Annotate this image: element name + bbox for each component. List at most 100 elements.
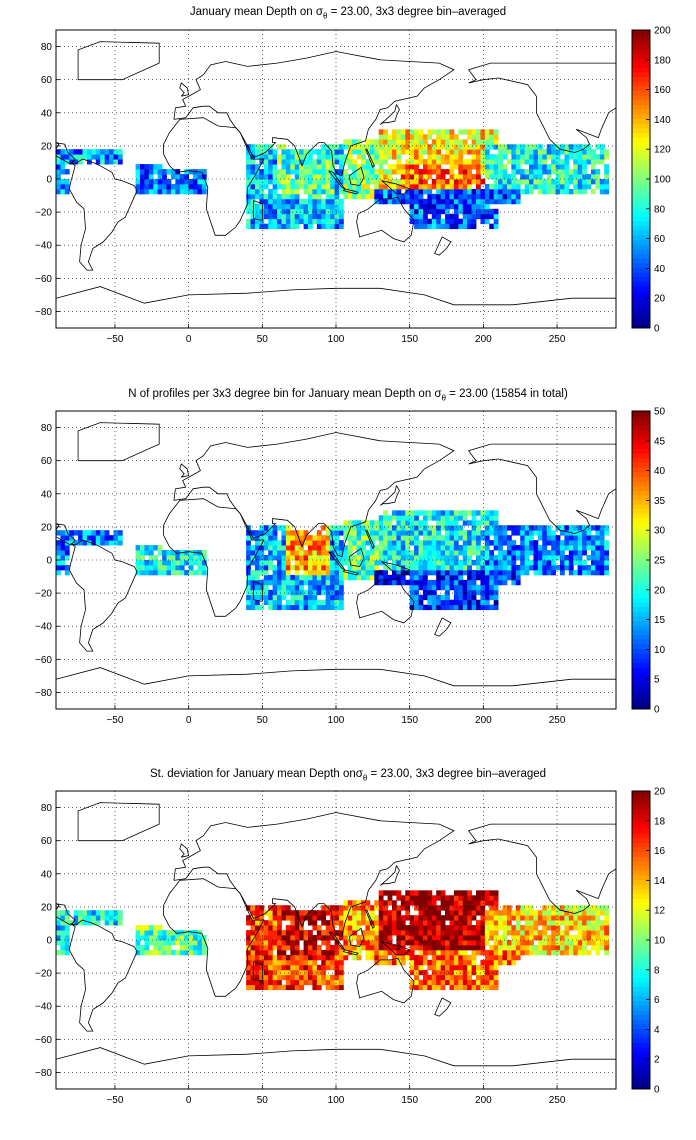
heatmap-bin: [422, 134, 428, 140]
coastline: [77, 422, 160, 462]
colorbar-swatch: [632, 695, 650, 701]
colorbar-swatch: [632, 323, 650, 329]
heatmap-bin: [449, 154, 455, 160]
heatmap-bin: [604, 944, 610, 951]
heatmap-bin: [277, 589, 282, 596]
heatmap-bin: [458, 188, 464, 195]
heatmap-bin: [511, 925, 517, 931]
heatmap-bin: [104, 920, 110, 926]
heatmap-bin: [493, 930, 499, 936]
heatmap-bin: [175, 930, 181, 936]
heatmap-bin: [467, 530, 472, 536]
heatmap-bin: [422, 954, 428, 961]
colorbar-swatch: [632, 555, 650, 561]
heatmap-bin: [440, 203, 446, 210]
heatmap-bin: [268, 193, 274, 200]
heatmap-bin: [175, 564, 181, 571]
heatmap-bin: [537, 915, 543, 921]
heatmap-bin: [431, 959, 437, 966]
heatmap-bin: [277, 984, 282, 991]
heatmap-bin: [352, 530, 358, 536]
heatmap-bin: [294, 979, 300, 986]
coastline: [348, 547, 365, 568]
heatmap-bin: [400, 134, 406, 140]
heatmap-bin: [175, 560, 181, 566]
heatmap-bin: [502, 910, 508, 916]
heatmap-bin: [64, 949, 70, 956]
heatmap-bin: [484, 520, 490, 526]
heatmap-bin: [268, 589, 274, 596]
heatmap-bin: [321, 154, 327, 160]
heatmap-bin: [277, 550, 282, 556]
heatmap-bin: [369, 910, 375, 916]
colorbar-swatch: [632, 814, 650, 820]
colorbar-swatch: [632, 1037, 650, 1043]
heatmap-bin: [281, 149, 287, 155]
heatmap-bin: [281, 545, 287, 551]
heatmap-bin: [493, 188, 499, 195]
heatmap-bin: [277, 954, 282, 961]
heatmap-bin: [489, 515, 495, 521]
heatmap-bin: [312, 589, 318, 596]
heatmap-bin: [374, 555, 380, 561]
y-tick-label: −40: [35, 1002, 52, 1013]
colorbar-swatch: [632, 99, 650, 105]
heatmap-bin: [546, 535, 552, 541]
heatmap-bin: [285, 174, 291, 180]
colorbar-tick-label: 4: [654, 1025, 660, 1036]
heatmap-bin: [308, 599, 313, 606]
heatmap-bin: [484, 550, 490, 556]
heatmap-bin: [281, 550, 287, 556]
heatmap-bin: [308, 174, 313, 180]
heatmap-bin: [515, 569, 521, 576]
heatmap-bin: [546, 949, 552, 956]
heatmap-bin: [409, 935, 415, 941]
colorbar-swatch: [632, 90, 650, 96]
heatmap-bin: [599, 535, 605, 541]
heatmap-bin: [338, 174, 344, 180]
heatmap-bin: [586, 905, 592, 911]
heatmap-bin: [436, 183, 442, 190]
heatmap-bin: [268, 540, 274, 546]
heatmap-bin: [299, 545, 304, 551]
heatmap-bin: [462, 510, 468, 516]
coastline: [379, 104, 400, 125]
heatmap-bin: [577, 915, 583, 921]
heatmap-bin: [69, 920, 75, 926]
heatmap-bin: [294, 188, 300, 195]
heatmap-bin: [489, 193, 495, 200]
heatmap-bin: [520, 144, 526, 150]
heatmap-bin: [166, 183, 172, 190]
heatmap-bin: [268, 910, 274, 916]
heatmap-bin: [489, 540, 495, 546]
heatmap-bin: [356, 940, 362, 946]
heatmap-bin: [325, 223, 331, 230]
heatmap-bin: [259, 905, 265, 911]
heatmap-bin: [316, 159, 322, 165]
heatmap-bin: [246, 218, 251, 225]
heatmap-bin: [396, 555, 402, 561]
heatmap-bin: [431, 525, 437, 531]
heatmap-bin: [338, 560, 344, 566]
heatmap-bin: [312, 183, 318, 190]
heatmap-bin: [78, 530, 83, 536]
heatmap-bin: [64, 569, 70, 576]
heatmap-bin: [409, 930, 415, 936]
heatmap-bin: [294, 179, 300, 185]
heatmap-bin: [263, 969, 269, 976]
coastline: [173, 812, 455, 938]
heatmap-bin: [272, 964, 278, 971]
heatmap-bin: [299, 910, 304, 916]
y-tick-label: 20: [41, 902, 53, 913]
heatmap-bin: [599, 525, 605, 531]
heatmap-bin: [471, 530, 477, 536]
heatmap-bin: [361, 183, 366, 190]
heatmap-bin: [268, 560, 274, 566]
heatmap-bin: [321, 940, 327, 946]
heatmap-bin: [484, 510, 490, 516]
heatmap-bin: [272, 188, 278, 195]
heatmap-bin: [343, 530, 349, 536]
heatmap-bin: [201, 188, 207, 195]
heatmap-bin: [91, 535, 97, 541]
heatmap-bin: [511, 944, 517, 951]
